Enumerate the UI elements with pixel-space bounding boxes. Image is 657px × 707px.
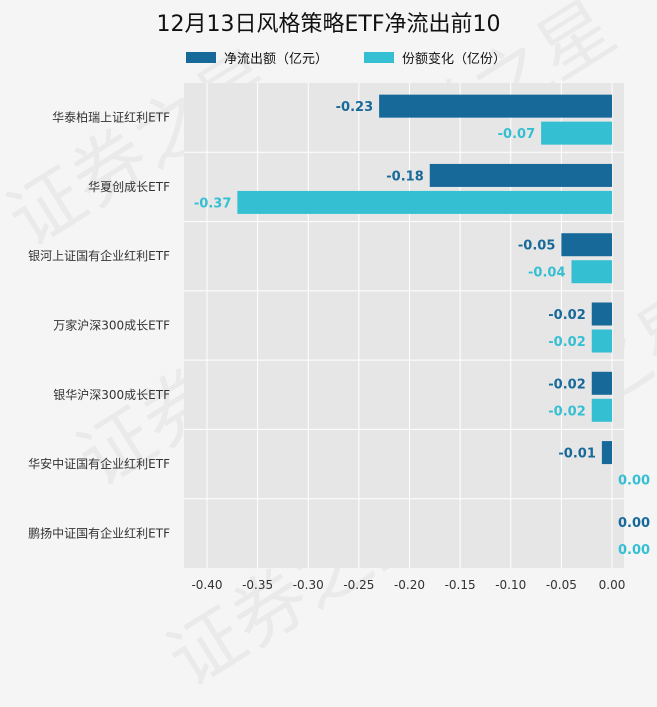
data-label: 0.00	[618, 474, 650, 489]
bar-share-change	[237, 190, 612, 214]
bar-share-change	[591, 398, 612, 422]
x-tick-label: -0.35	[242, 578, 273, 592]
bar-chart: -0.40 -0.35 -0.30 -0.25 -0.20 -0.15 -0.10 -0.05…	[28, 83, 650, 592]
data-label: -0.07	[498, 127, 535, 142]
x-tick-label: -0.15	[445, 578, 476, 592]
bar-share-change	[541, 121, 612, 145]
data-label: -0.02	[548, 404, 585, 419]
data-label: 0.00	[618, 543, 650, 558]
x-tick-label: -0.05	[546, 578, 577, 592]
x-tick-label: -0.25	[343, 578, 374, 592]
y-tick-label: 鹏扬中证国有企业红利ETF	[28, 525, 170, 540]
data-label: 0.00	[618, 516, 650, 531]
bar-share-change	[591, 329, 612, 353]
y-tick-label: 华泰柏瑞上证红利ETF	[52, 110, 170, 125]
bar-net-outflow	[379, 94, 612, 118]
y-tick-label: 华夏创成长ETF	[88, 180, 170, 194]
y-tick-label: 银华沪深300成长ETF	[53, 388, 170, 402]
data-label: -0.18	[386, 169, 423, 184]
x-tick-label: 0.00	[599, 578, 626, 592]
data-label: -0.05	[518, 239, 555, 254]
bar-net-outflow	[429, 163, 612, 187]
bar-net-outflow	[561, 233, 612, 257]
legend-swatch-net-outflow	[186, 52, 216, 63]
data-label: -0.23	[336, 100, 373, 115]
legend-item-share-change: 份额变化（亿份）	[364, 48, 506, 67]
y-tick-label: 华安中证国有企业红利ETF	[28, 456, 170, 471]
x-tick-label: -0.30	[293, 578, 324, 592]
bar-net-outflow	[601, 441, 612, 465]
data-label: -0.01	[558, 447, 595, 462]
legend-item-net-outflow: 净流出额（亿元）	[186, 48, 328, 67]
data-label: -0.02	[548, 377, 585, 392]
bar-net-outflow	[591, 302, 612, 326]
data-label: -0.02	[548, 335, 585, 350]
y-tick-label: 银河上证国有企业红利ETF	[28, 248, 170, 263]
y-tick-label: 万家沪深300成长ETF	[53, 318, 170, 333]
data-label: -0.02	[548, 308, 585, 323]
x-tick-label: -0.10	[495, 578, 526, 592]
legend-label-net-outflow: 净流出额（亿元）	[224, 52, 329, 67]
legend: 净流出额（亿元） 份额变化（亿份）	[186, 48, 506, 67]
x-tick-label: -0.40	[191, 578, 222, 592]
legend-swatch-share-change	[364, 52, 395, 63]
data-label: -0.37	[194, 196, 231, 211]
bar-share-change	[571, 260, 612, 284]
data-label: -0.04	[528, 266, 565, 281]
plot-area	[184, 83, 624, 568]
x-tick-label: -0.20	[394, 578, 425, 592]
bar-net-outflow	[591, 371, 612, 395]
chart-title: 12月13日风格策略ETF净流出前10	[156, 12, 501, 37]
legend-label-share-change: 份额变化（亿份）	[402, 52, 507, 67]
